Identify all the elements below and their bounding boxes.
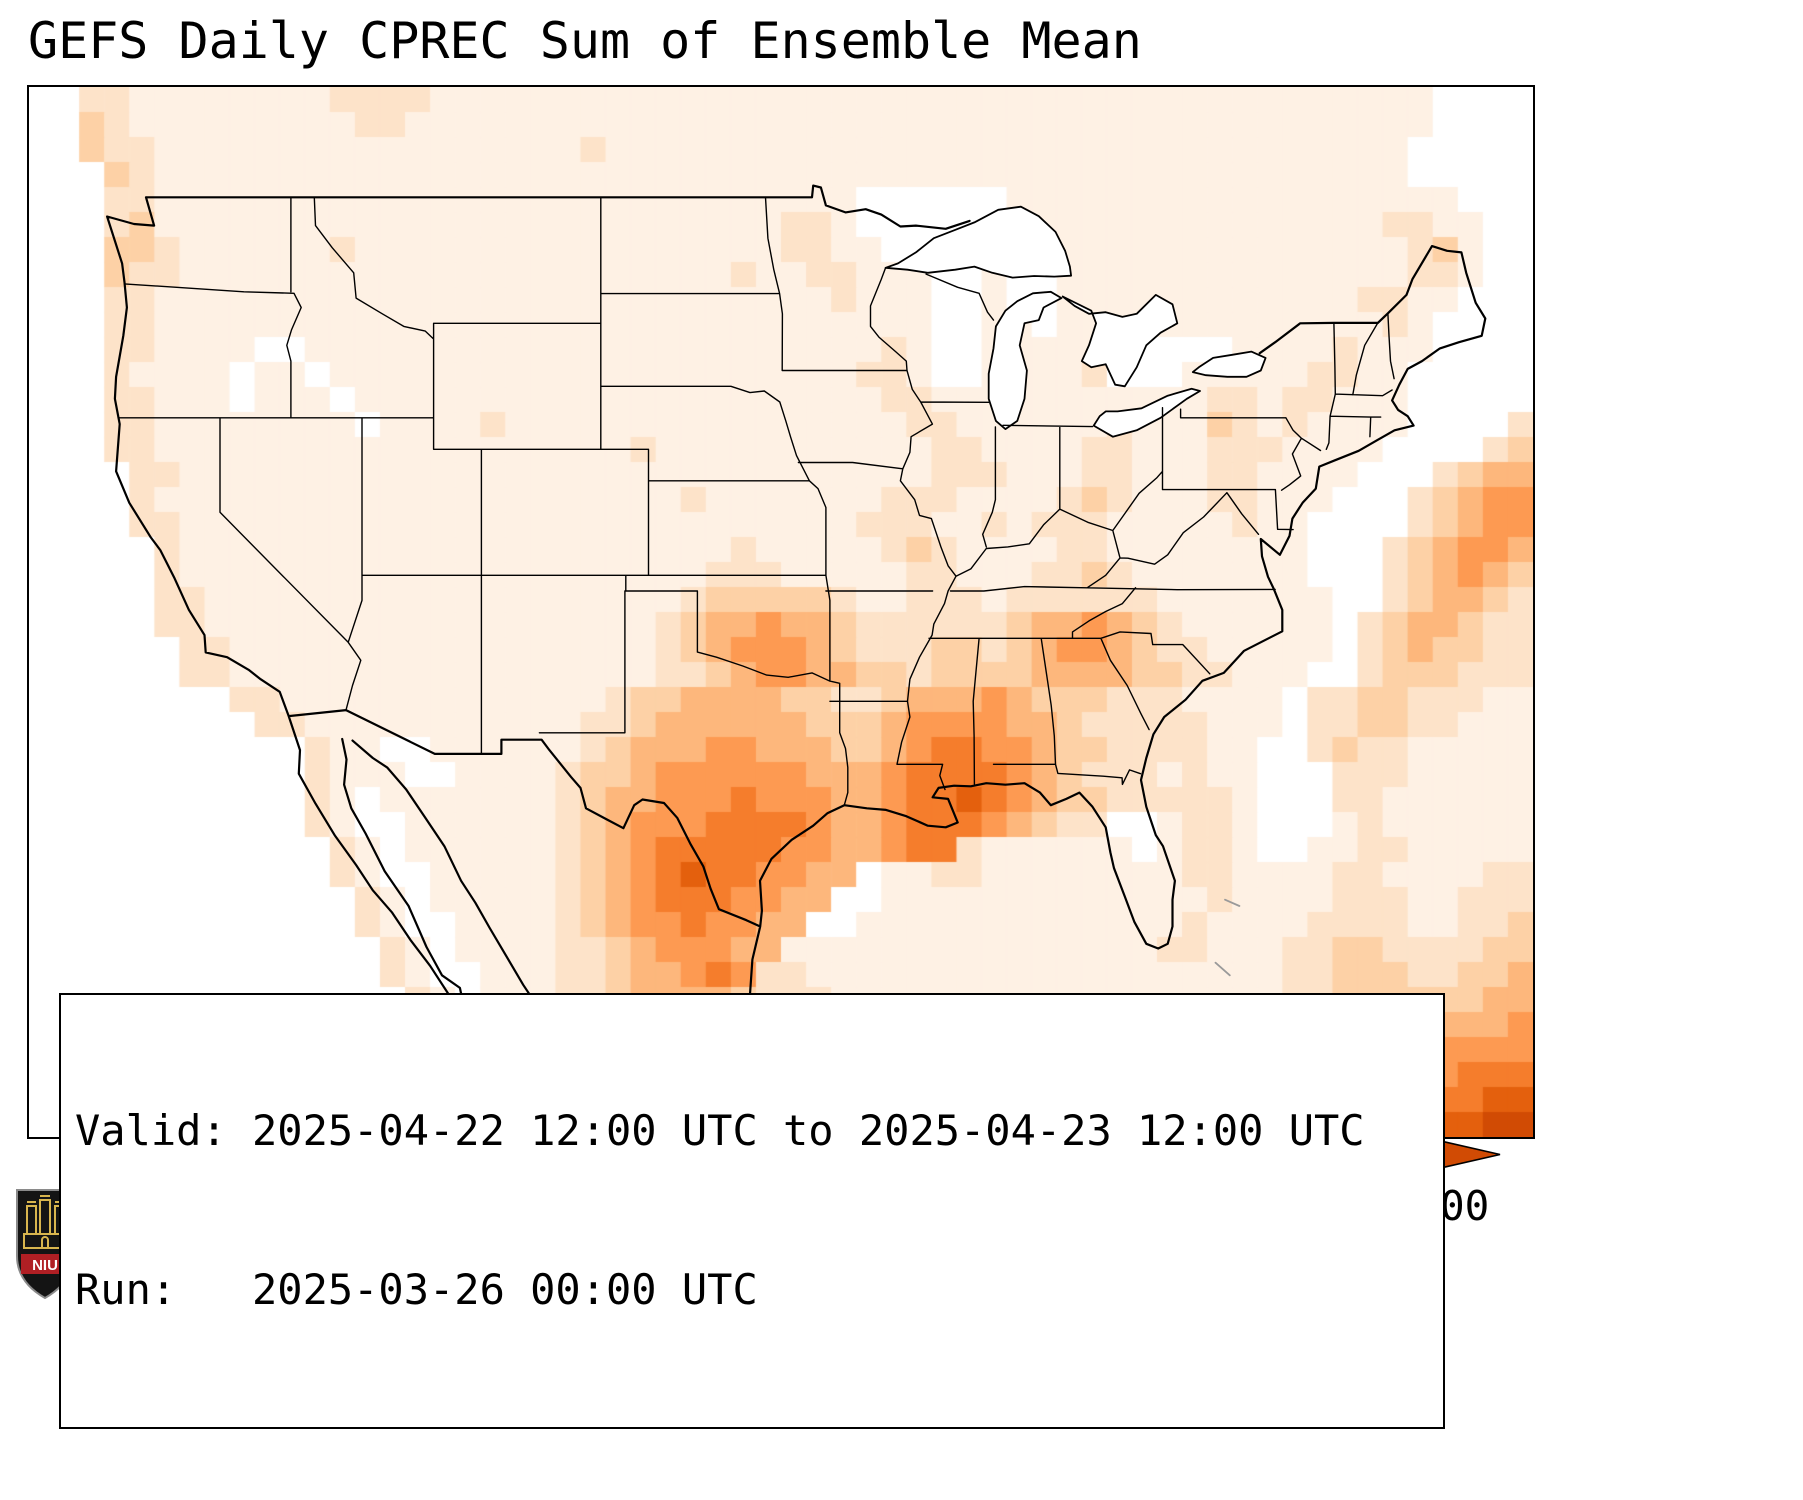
niu-logo-text: NIU [32,1257,58,1274]
lake-outline-0 [884,205,1072,279]
figure-title: GEFS Daily CPREC Sum of Ensemble Mean [28,12,1142,70]
lake-outline-3 [1092,387,1201,438]
lake-outline-2 [1061,294,1179,388]
lake-outline-4 [1191,350,1267,378]
niu-banner [21,1254,69,1274]
colorbar-over-arrow [1440,1140,1500,1169]
valid-text: Valid: 2025-04-22 12:00 UTC to 2025-04-2… [75,1106,1365,1155]
lake-outline-1 [987,290,1063,430]
coastline [106,184,1487,1119]
map-borders-overlay [106,184,1487,1137]
state-borders [119,196,1395,806]
valid-run-box: Valid: 2025-04-22 12:00 UTC to 2025-04-2… [59,993,1445,1429]
run-text: Run: 2025-03-26 00:00 UTC [75,1265,758,1314]
map-panel: Valid: 2025-04-22 12:00 UTC to 2025-04-2… [27,85,1535,1429]
